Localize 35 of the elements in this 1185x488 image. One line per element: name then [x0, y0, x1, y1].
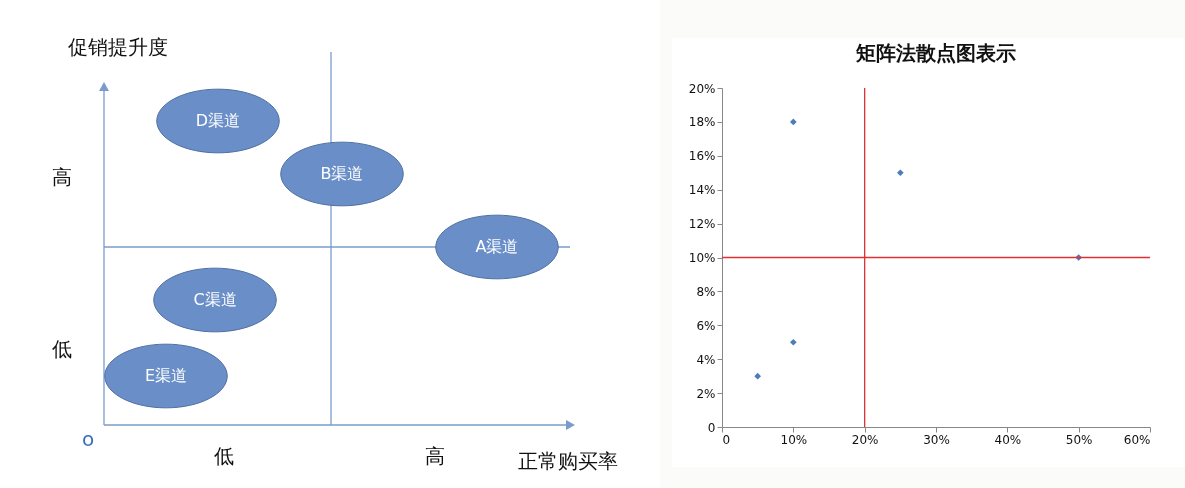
y-tick-label: 12%	[688, 217, 716, 232]
x-tick-label: 0	[722, 432, 731, 447]
text: 高	[52, 165, 72, 189]
point	[789, 338, 797, 346]
category-label: C渠道	[193, 290, 237, 309]
text: 低	[52, 337, 72, 361]
y-tick-label: 10%	[688, 251, 716, 265]
text: 低	[214, 444, 234, 468]
category-label: E渠道	[144, 366, 188, 385]
category-label: B渠道	[320, 164, 364, 183]
y-tick-label: 2%	[696, 386, 716, 401]
x-tick-label: 10%	[780, 432, 808, 447]
point	[754, 372, 762, 380]
text: 促销提升度	[68, 35, 168, 59]
x-tick-label: 50%	[1065, 432, 1093, 447]
y-tick-label: 8%	[696, 284, 716, 299]
point	[789, 118, 797, 126]
y-tick-label: 20%	[688, 81, 716, 96]
y-tick-label: 16%	[688, 149, 716, 164]
x-tick-label: 60%	[1123, 432, 1151, 447]
y-tick-label: 0	[707, 420, 716, 435]
x-tick-label: 30%	[923, 432, 950, 447]
x-tick-label: 40%	[994, 432, 1022, 447]
y-tick-label: 14%	[688, 183, 716, 198]
point	[896, 169, 904, 177]
y-tick-label: 18%	[688, 115, 716, 130]
y-tick-label: 4%	[696, 352, 716, 367]
chart-title: 矩阵法散点图表示	[855, 41, 1016, 65]
category-label: D渠道	[195, 111, 241, 130]
y-tick-label: 6%	[696, 318, 716, 333]
text: 高	[425, 444, 445, 468]
x-tick-label: 20%	[851, 432, 879, 447]
text: 正常购买率	[518, 449, 618, 473]
category-label: A渠道	[475, 237, 519, 256]
text: o	[81, 427, 95, 451]
